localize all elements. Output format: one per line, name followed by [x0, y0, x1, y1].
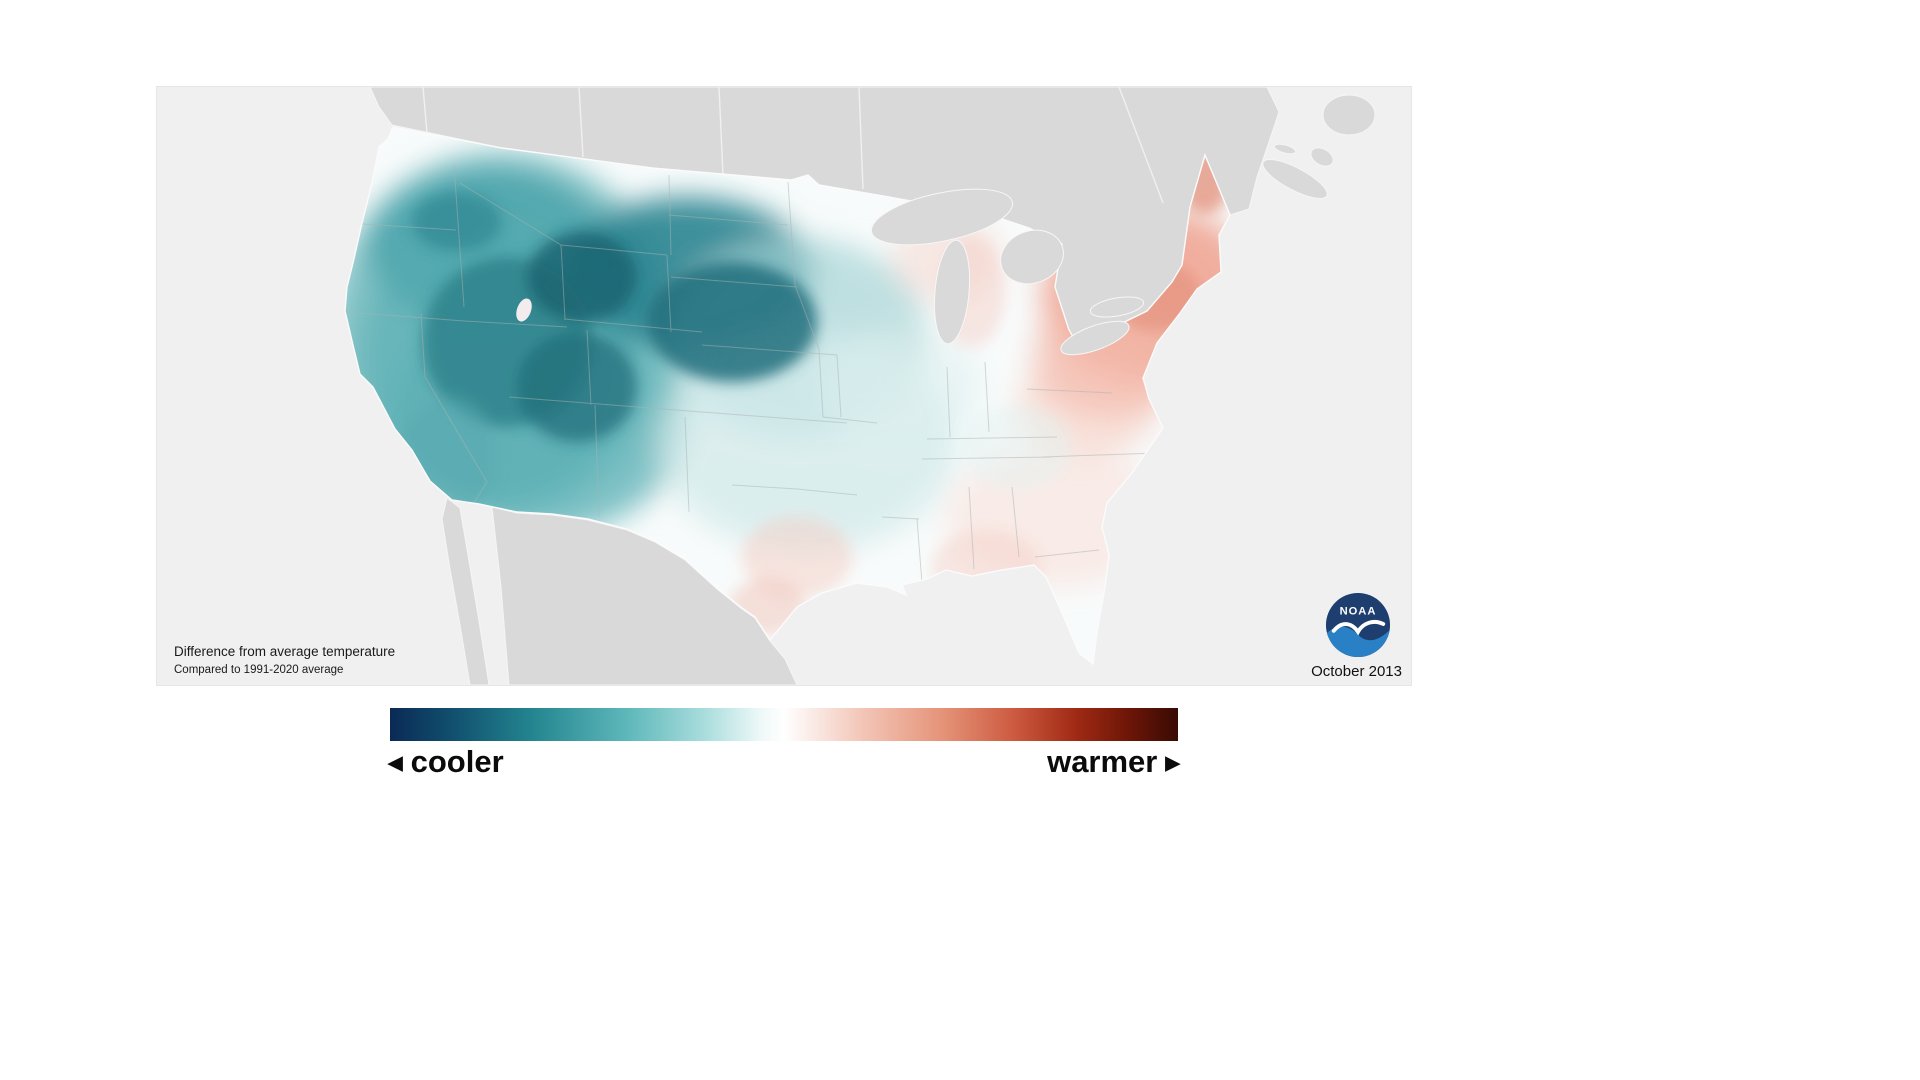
maritime-islands: [1262, 94, 1376, 199]
legend-labels: ◀ cooler warmer ▶: [388, 744, 1180, 780]
colorbar: [390, 708, 1178, 741]
map-caption: Difference from average temperature Comp…: [174, 643, 395, 678]
lake-erie: [1060, 320, 1130, 356]
baja-region: [441, 497, 490, 685]
great-salt-lake: [516, 298, 532, 322]
great-lakes: [870, 188, 1145, 356]
noaa-gull-icon: [1331, 620, 1386, 636]
cooler-label: cooler: [410, 744, 504, 779]
cooler-group: ◀ cooler: [388, 744, 504, 780]
cooler-arrow-icon: ◀: [388, 752, 403, 774]
warmer-group: warmer ▶: [1047, 744, 1180, 780]
mexico-region: [491, 506, 798, 685]
lake-michigan: [933, 239, 971, 345]
lake-superior: [870, 188, 1014, 246]
lake-huron: [1000, 229, 1064, 285]
noaa-sea: [1325, 626, 1391, 658]
noaa-text: NOAA: [1340, 605, 1377, 617]
date-label: October 2013: [1311, 663, 1402, 680]
us-temperature-anomaly-map: [344, 87, 1376, 685]
noaa-logo: NOAA: [1325, 592, 1391, 658]
warmer-arrow-icon: ▶: [1165, 752, 1180, 774]
warmer-label: warmer: [1047, 744, 1158, 779]
state-borders-lines: [345, 164, 1158, 584]
caption-line2: Compared to 1991-2020 average: [174, 663, 344, 676]
lake-ontario: [1089, 296, 1145, 318]
map-panel: Difference from average temperature Comp…: [156, 86, 1412, 686]
caption-line1: Difference from average temperature: [174, 644, 396, 660]
canada-province-borders: [422, 87, 1164, 204]
